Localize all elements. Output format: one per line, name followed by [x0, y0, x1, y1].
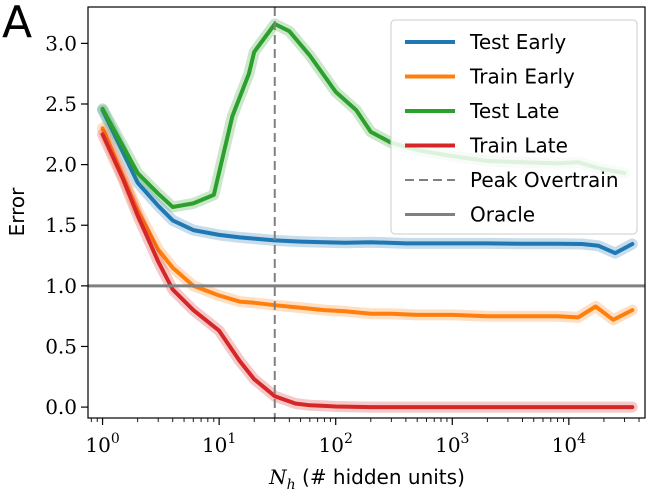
legend-label-test-late: Test Late — [469, 99, 559, 123]
x-tick-label-exp: 1 — [227, 431, 236, 447]
legend-label-peak-overtrain: Peak Overtrain — [470, 168, 619, 192]
x-tick-label-base: 10 — [552, 433, 577, 457]
legend: Test Early Train Early Test Late Train Late… — [390, 19, 638, 235]
x-axis-label-sub: h — [287, 477, 296, 493]
x-tick-label-base: 10 — [435, 433, 460, 457]
series-line-train-late — [100, 132, 635, 410]
x-axis-label-var: N — [268, 465, 288, 489]
x-tick-label: 102 — [319, 431, 353, 457]
x-tick-label-exp: 2 — [344, 431, 353, 447]
y-axis-label: Error — [5, 187, 29, 237]
x-axis-label: Nh (# hidden units) — [268, 465, 465, 493]
x-tick-label: 104 — [552, 431, 586, 457]
y-tick-label: 1.0 — [45, 274, 77, 298]
y-axis: 0.0 0.5 1.0 1.5 2.0 2.5 3.0 — [45, 31, 88, 419]
y-tick-label: 2.5 — [45, 92, 77, 116]
x-tick-label: 103 — [435, 431, 469, 457]
y-tick-label: 3.0 — [45, 31, 77, 55]
series-layer — [97, 18, 638, 413]
series-line-train-early — [100, 126, 635, 322]
panel-label: A — [2, 0, 32, 48]
reference-lines — [88, 7, 645, 418]
y-tick-label: 1.5 — [45, 213, 77, 237]
x-tick-label-base: 10 — [85, 433, 110, 457]
y-tick-label: 0.0 — [45, 395, 77, 419]
legend-label-train-late: Train Late — [469, 134, 568, 158]
legend-items: Test Early Train Early Test Late Train Late… — [405, 30, 619, 227]
x-axis-label-rest: (# hidden units) — [296, 465, 465, 489]
x-tick-label-base: 10 — [202, 433, 227, 457]
x-tick-label-exp: 0 — [111, 431, 120, 447]
legend-label-oracle: Oracle — [470, 203, 535, 227]
series-line-test-early — [100, 108, 635, 256]
axes-frame — [87, 6, 646, 419]
x-tick-label: 100 — [85, 431, 119, 457]
legend-label-test-early: Test Early — [469, 30, 566, 54]
legend-label-train-early: Train Early — [469, 65, 575, 89]
x-axis: 100 101 102 103 104 — [85, 418, 640, 457]
x-tick-label: 101 — [202, 431, 236, 457]
y-tick-label: 0.5 — [45, 334, 77, 358]
x-tick-label-base: 10 — [319, 433, 344, 457]
y-tick-label: 2.0 — [45, 153, 77, 177]
x-tick-label-exp: 4 — [577, 431, 586, 447]
x-tick-label-exp: 3 — [461, 431, 470, 447]
